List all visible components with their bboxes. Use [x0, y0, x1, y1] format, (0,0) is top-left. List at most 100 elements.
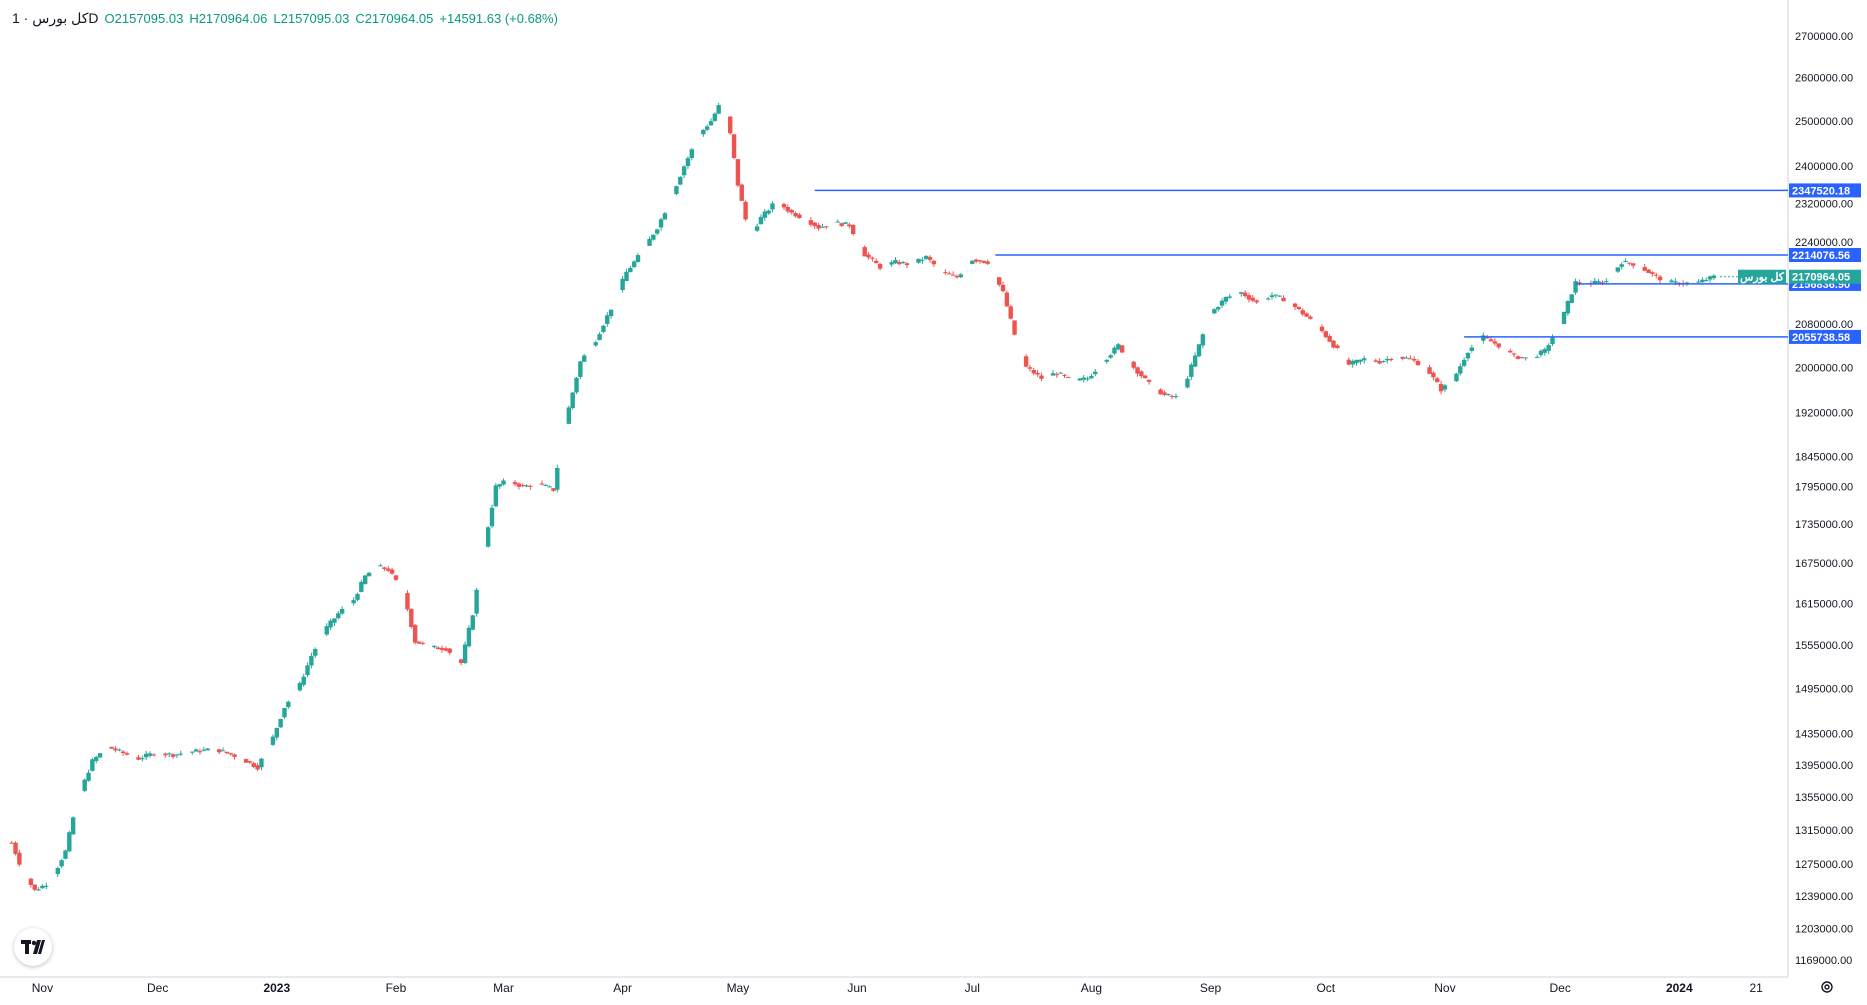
- candle-body: [1704, 280, 1709, 282]
- candle-body: [1354, 359, 1359, 364]
- candle-body: [170, 754, 176, 757]
- candle-body: [1596, 281, 1601, 283]
- candle-body: [1116, 344, 1121, 350]
- candle-body: [1592, 280, 1597, 284]
- candle-body: [1569, 294, 1574, 303]
- candle-body: [820, 226, 825, 228]
- candle-body: [1304, 313, 1309, 317]
- candle-body: [1350, 360, 1355, 365]
- candle-body: [247, 761, 253, 763]
- candle-body: [1373, 360, 1378, 362]
- candle-body: [1346, 359, 1352, 365]
- candle-body: [605, 315, 610, 324]
- candle-body: [443, 648, 449, 651]
- candle-body: [1269, 295, 1275, 298]
- candle-body: [631, 261, 637, 268]
- candle-body: [835, 221, 841, 223]
- candle-body: [1035, 372, 1040, 375]
- candle-body: [1139, 371, 1144, 377]
- candle-body: [981, 260, 987, 263]
- candle-body: [685, 158, 691, 167]
- candle-body: [1684, 282, 1690, 284]
- candle-body: [1542, 349, 1548, 353]
- candle-body: [1534, 356, 1540, 358]
- price-tag-label: 2214076.56: [1792, 250, 1850, 262]
- candle-body: [328, 620, 333, 628]
- candle-body: [13, 842, 18, 854]
- candle-body: [620, 278, 625, 290]
- legend-high: H2170964.06: [189, 11, 268, 26]
- candle-body: [1515, 356, 1521, 359]
- candle-body: [205, 748, 210, 751]
- symbol-label[interactable]: کل بورس · 1D: [12, 10, 99, 26]
- candle-body: [216, 749, 222, 753]
- candle-body: [1657, 276, 1663, 281]
- candle-body: [889, 262, 894, 265]
- legend-close: C2170964.05: [355, 11, 434, 26]
- candle-body: [485, 527, 491, 547]
- candle-body: [1435, 378, 1440, 383]
- candle-body: [1027, 367, 1033, 369]
- candle-body: [1707, 276, 1713, 280]
- candle-body: [1511, 353, 1517, 355]
- candle-body: [1519, 356, 1524, 358]
- candle-body: [193, 749, 199, 752]
- candle-body: [1296, 306, 1302, 309]
- candle-body: [874, 260, 879, 264]
- x-tick-label: Dec: [1550, 981, 1571, 995]
- candle-body: [378, 565, 383, 567]
- candle-body: [1246, 295, 1252, 300]
- candle-body: [1673, 281, 1678, 283]
- candle-body: [1431, 372, 1436, 378]
- candle-body: [459, 659, 464, 663]
- candle-body: [1669, 280, 1674, 283]
- candle-body: [1239, 292, 1244, 294]
- candle-body: [1711, 275, 1717, 279]
- y-tick-label: 2600000.00: [1795, 73, 1853, 85]
- candle-body: [389, 569, 395, 574]
- last-price-label: 2170964.05: [1792, 272, 1850, 284]
- x-tick-label: Apr: [613, 981, 632, 995]
- x-tick-label: Dec: [147, 981, 168, 995]
- candle-body: [808, 220, 814, 225]
- candle-body: [816, 225, 821, 229]
- x-tick-label: 2024: [1666, 981, 1693, 995]
- candle-body: [1458, 366, 1463, 374]
- candle-body: [309, 655, 314, 666]
- tradingview-logo-glyph: [21, 940, 45, 954]
- tradingview-logo-icon[interactable]: [14, 928, 52, 966]
- candle-body: [305, 665, 310, 676]
- candle-body: [539, 483, 545, 485]
- candle-body: [1438, 383, 1444, 392]
- candle-body: [17, 852, 22, 865]
- candle-body: [1158, 389, 1163, 395]
- candle-body: [797, 214, 802, 219]
- y-tick-label: 1615000.00: [1795, 598, 1853, 610]
- candle-body: [243, 759, 249, 763]
- candle-body: [359, 581, 364, 592]
- candle-body: [704, 126, 710, 130]
- candle-body: [405, 593, 410, 610]
- candle-body: [712, 113, 718, 121]
- candle-body: [1577, 282, 1582, 284]
- candle-body: [1700, 279, 1705, 283]
- y-tick-label: 2400000.00: [1795, 161, 1853, 173]
- candle-body: [847, 224, 852, 227]
- candle-body: [470, 615, 475, 630]
- candle-body: [862, 247, 867, 257]
- candle-body: [1630, 263, 1636, 266]
- candle-body: [1600, 282, 1605, 284]
- y-tick-label: 2000000.00: [1795, 362, 1853, 374]
- candle-body: [1650, 272, 1655, 274]
- candle-body: [366, 572, 372, 577]
- candle-body: [812, 222, 817, 227]
- gear-icon[interactable]: [1818, 978, 1836, 996]
- candle-body: [904, 263, 910, 266]
- candle-body: [950, 274, 956, 276]
- candle-body: [1054, 374, 1060, 376]
- candle-body: [574, 377, 579, 393]
- x-tick-label: Jun: [847, 981, 866, 995]
- candle-body: [570, 392, 575, 409]
